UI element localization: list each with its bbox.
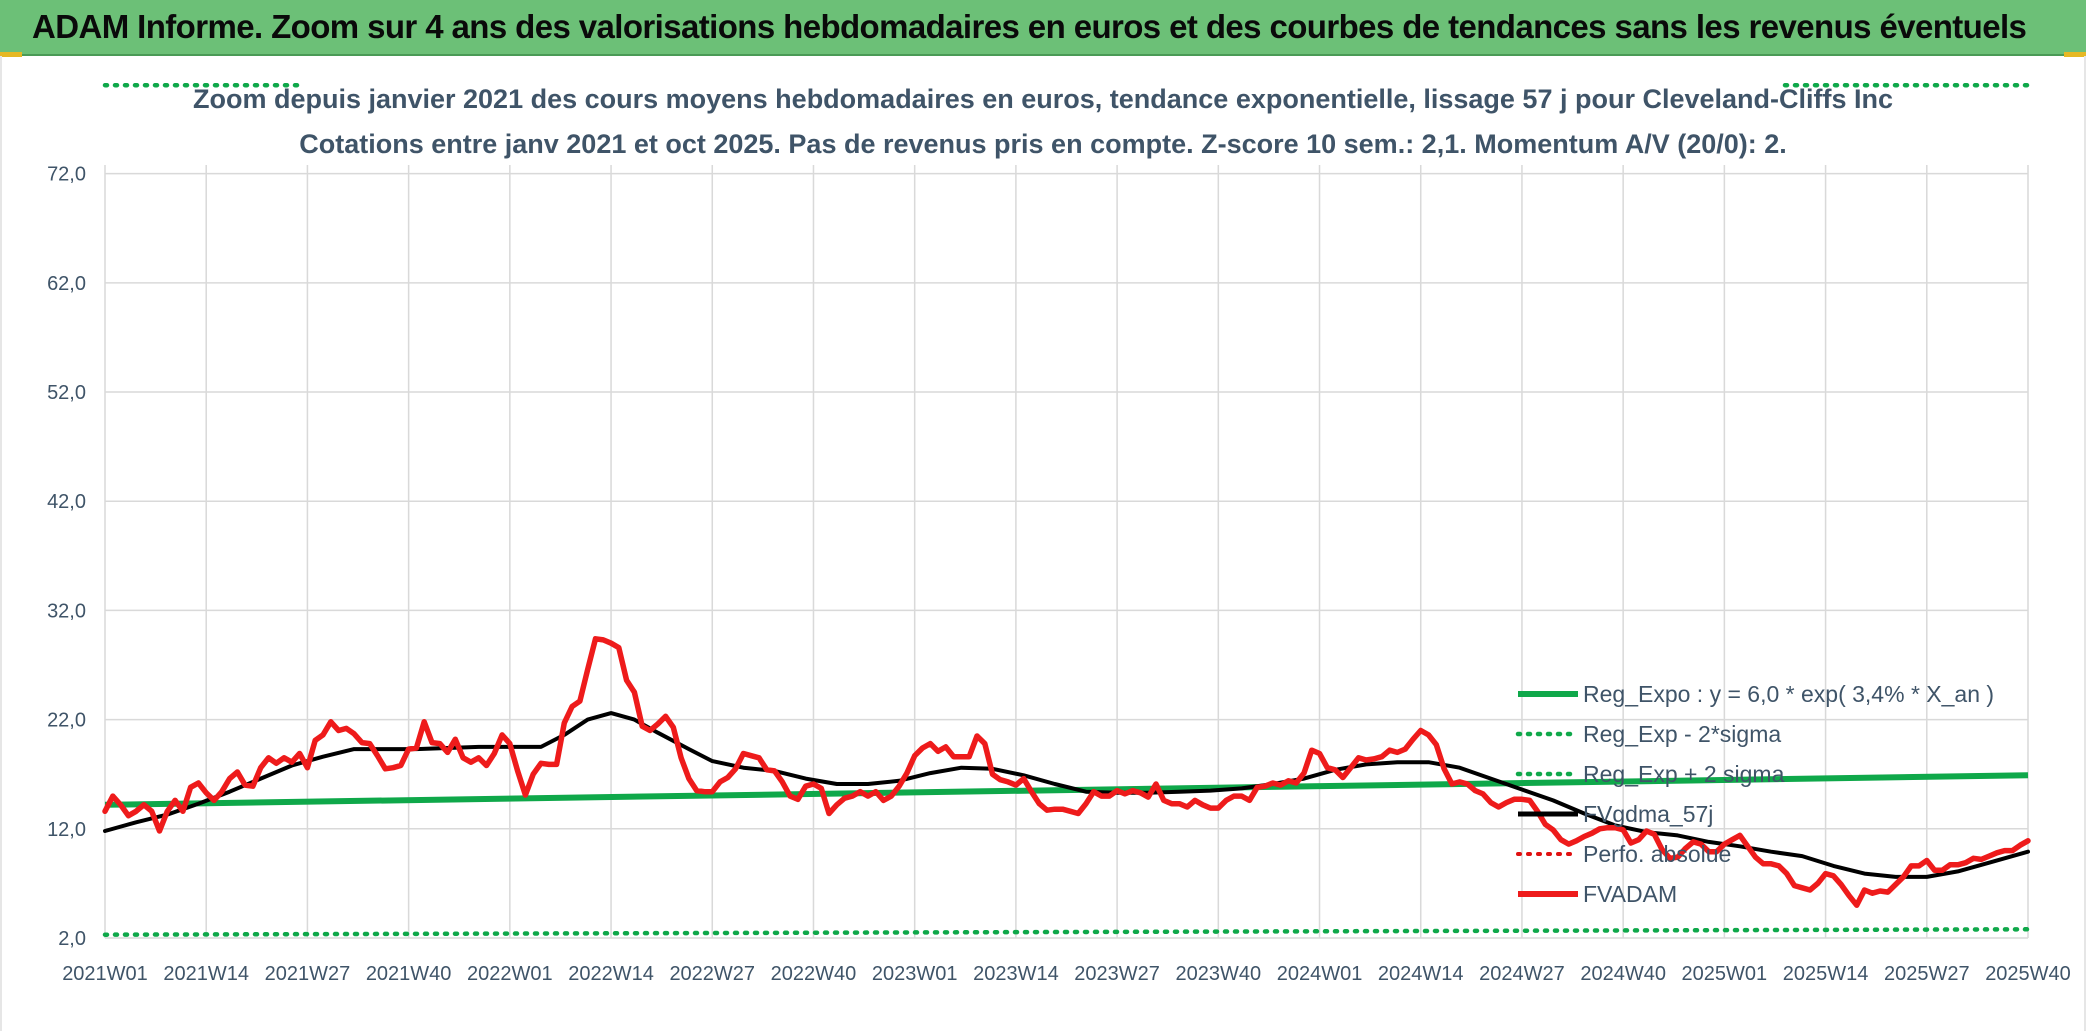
- x-tick-label: 2024W14: [1378, 963, 1464, 985]
- x-tick-label: 2025W40: [1985, 963, 2071, 985]
- y-tick-label: 12,0: [47, 819, 86, 841]
- x-tick-label: 2023W14: [973, 963, 1059, 985]
- y-tick-label: 62,0: [47, 273, 86, 295]
- x-tick-label: 2022W14: [568, 963, 654, 985]
- x-axis-labels: 2021W01 2021W14 2021W27 2021W40 2022W01 2022W…: [62, 963, 2071, 985]
- legend-label-perfo: Perfo. absolue: [1583, 841, 1731, 867]
- x-tick-label: 2021W27: [265, 963, 351, 985]
- x-tick-label: 2021W40: [366, 963, 452, 985]
- x-tick-label: 2022W27: [669, 963, 755, 985]
- chart-title-line2: Cotations entre janv 2021 et oct 2025. P…: [299, 129, 1787, 159]
- x-tick-label: 2022W01: [467, 963, 553, 985]
- x-tick-label: 2023W27: [1074, 963, 1160, 985]
- corner-accent-left: [0, 52, 22, 57]
- x-tick-label: 2023W01: [872, 963, 958, 985]
- x-tick-label: 2025W14: [1783, 963, 1869, 985]
- legend-label-fvgdma: FVgdma_57j: [1583, 801, 1713, 827]
- x-tick-label: 2022W40: [771, 963, 857, 985]
- title-background: [300, 75, 1782, 165]
- legend-label-plus2: Reg_Exp + 2 sigma: [1583, 761, 1785, 787]
- series-reg-exp-minus2sigma: [102, 927, 2031, 937]
- x-tick-label: 2023W40: [1176, 963, 1262, 985]
- x-tick-label: 2021W01: [62, 963, 148, 985]
- y-tick-label: 52,0: [47, 382, 86, 404]
- x-tick-label: 2024W40: [1580, 963, 1666, 985]
- x-tick-label: 2024W01: [1277, 963, 1363, 985]
- x-tick-label: 2021W14: [163, 963, 249, 985]
- legend-label-fvadam: FVADAM: [1583, 881, 1677, 907]
- y-tick-label: 32,0: [47, 600, 86, 622]
- legend-label-reg_expo: Reg_Expo : y = 6,0 * exp( 3,4% * X_an ): [1583, 681, 1994, 707]
- chart-frame: [0, 56, 2086, 1031]
- x-tick-label: 2024W27: [1479, 963, 1565, 985]
- banner-title: ADAM Informe. Zoom sur 4 ans des valoris…: [32, 8, 2027, 45]
- x-tick-label: 2025W01: [1682, 963, 1768, 985]
- y-axis-labels: 2,0 12,0 22,0 32,0 42,0 52,0 62,0 72,0: [47, 164, 86, 950]
- y-tick-label: 22,0: [47, 710, 86, 732]
- series-group: [102, 82, 2031, 937]
- y-tick-label: 42,0: [47, 491, 86, 513]
- y-tick-label: 72,0: [47, 164, 86, 186]
- gridlines: [104, 165, 2029, 939]
- series-fvgdma-57j: [103, 711, 2030, 879]
- y-tick-label: 2,0: [58, 928, 86, 950]
- banner: ADAM Informe. Zoom sur 4 ans des valoris…: [0, 0, 2086, 56]
- corner-accent-right: [2064, 52, 2086, 57]
- chart-title-line1: Zoom depuis janvier 2021 des cours moyen…: [193, 84, 1893, 114]
- legend: Reg_Expo : y = 6,0 * exp( 3,4% * X_an ) R…: [1515, 681, 1994, 907]
- series-fvadam: [102, 636, 2031, 908]
- legend-label-minus2: Reg_Exp - 2*sigma: [1583, 721, 1781, 747]
- x-tick-label: 2025W27: [1884, 963, 1970, 985]
- series-reg-expo: [104, 772, 2029, 808]
